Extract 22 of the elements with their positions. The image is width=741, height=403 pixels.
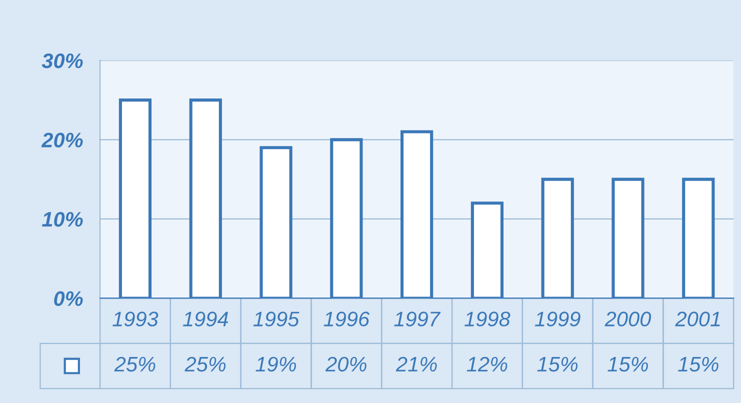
- x-tick-label: 1998: [464, 312, 510, 326]
- x-tick-label: 1996: [324, 312, 370, 326]
- data-label: 21%: [396, 356, 437, 372]
- x-tick-label: 1995: [253, 312, 300, 326]
- data-label: 19%: [256, 356, 296, 372]
- y-tick-label: 20%: [41, 132, 83, 148]
- data-label: 15%: [608, 356, 648, 372]
- y-tick-label: 0%: [54, 291, 83, 306]
- x-tick-label: 1997: [394, 312, 441, 326]
- x-tick-label: 1999: [534, 312, 580, 326]
- x-tick-label: 2000: [604, 312, 651, 326]
- data-label: 12%: [466, 356, 508, 372]
- x-tick-label: 1993: [112, 312, 158, 326]
- data-label: 25%: [184, 356, 226, 372]
- x-tick-label: 2001: [675, 312, 720, 326]
- y-tick-label: 30%: [42, 53, 83, 68]
- data-label: 15%: [678, 356, 718, 372]
- y-tick-label: 10%: [42, 212, 83, 227]
- data-label: 15%: [537, 356, 578, 372]
- data-label: 20%: [325, 356, 366, 372]
- data-label: 25%: [114, 356, 156, 372]
- x-tick-label: 1994: [182, 312, 228, 326]
